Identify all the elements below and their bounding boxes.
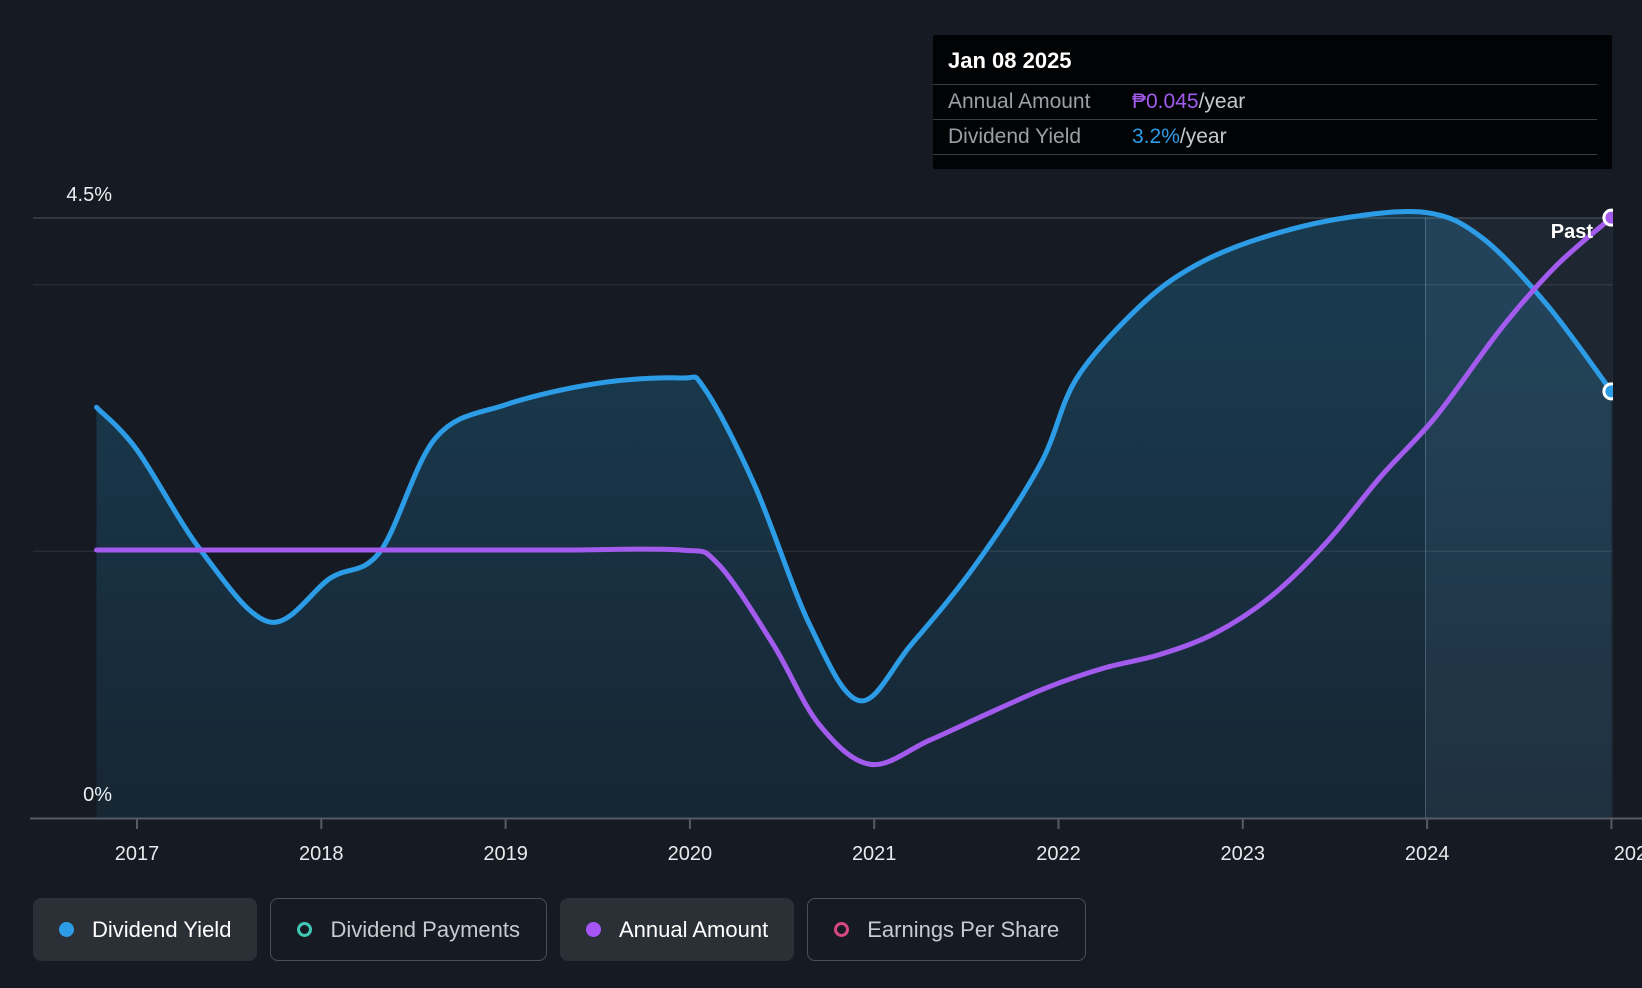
past-year-highlight-band	[1425, 218, 1613, 818]
x-axis-tick-label: 2024	[1404, 843, 1450, 865]
dividend-payments-ring-icon	[297, 922, 313, 937]
legend-label: Dividend Yield	[92, 916, 232, 942]
chart-tooltip: Jan 08 2025 Annual Amount ₱0.045 /year D…	[933, 35, 1612, 169]
tooltip-value: 3.2%	[1132, 125, 1180, 148]
annual-amount-line[interactable]	[94, 215, 1613, 768]
annual-amount-end-dot[interactable]	[1602, 208, 1619, 227]
legend-label: Dividend Payments	[330, 916, 520, 942]
tooltip-suffix: /year	[1198, 90, 1246, 113]
dividend-yield-end-dot[interactable]	[1602, 382, 1619, 401]
x-axis-tick-label: 2019	[483, 843, 528, 865]
x-axis-tick-label: 2020	[667, 843, 713, 865]
tooltip-date: Jan 08 2025	[948, 48, 1072, 73]
dividend-yield-area-fill	[96, 211, 1612, 819]
tooltip-suffix: /year	[1179, 125, 1227, 148]
dividend-yield-dot-icon	[59, 922, 74, 937]
tooltip-label: Annual Amount	[948, 90, 1091, 113]
tooltip-value: ₱0.045	[1132, 90, 1199, 113]
x-axis-ticks	[136, 818, 1613, 829]
past-label: Past	[1550, 221, 1593, 243]
x-axis-tick-label: 2025	[1613, 843, 1642, 865]
y-axis-label-top: 4.5%	[66, 184, 112, 206]
tooltip-row-dividend-yield: Dividend Yield 3.2% /year	[933, 119, 1597, 154]
tooltip-label: Dividend Yield	[948, 125, 1082, 148]
legend-button-dividend-yield[interactable]: Dividend Yield	[33, 898, 258, 961]
x-axis-tick-label: 2021	[851, 843, 897, 865]
legend-button-earnings-per-share[interactable]: Earnings Per Share	[807, 898, 1087, 961]
x-axis-tick-label: 2022	[1036, 843, 1081, 865]
tooltip-row-annual-amount: Annual Amount ₱0.045 /year	[933, 84, 1597, 119]
legend-bar: Dividend Yield Dividend Payments Annual …	[33, 898, 1087, 961]
legend-label: Earnings Per Share	[867, 916, 1060, 942]
y-axis-label-bottom: 0%	[83, 784, 112, 806]
x-axis-tick-label: 2023	[1220, 843, 1266, 865]
x-axis-tick-label: 2018	[299, 843, 344, 865]
legend-button-dividend-payments[interactable]: Dividend Payments	[270, 898, 547, 961]
tooltip-bottom-rule	[933, 154, 1597, 169]
dividend-yield-line[interactable]	[94, 209, 1613, 704]
legend-label: Annual Amount	[618, 916, 769, 942]
legend-button-annual-amount[interactable]: Annual Amount	[559, 898, 795, 961]
earnings-per-share-ring-icon	[834, 922, 850, 937]
annual-amount-dot-icon	[585, 922, 601, 937]
x-axis-tick-label: 2017	[114, 843, 160, 865]
